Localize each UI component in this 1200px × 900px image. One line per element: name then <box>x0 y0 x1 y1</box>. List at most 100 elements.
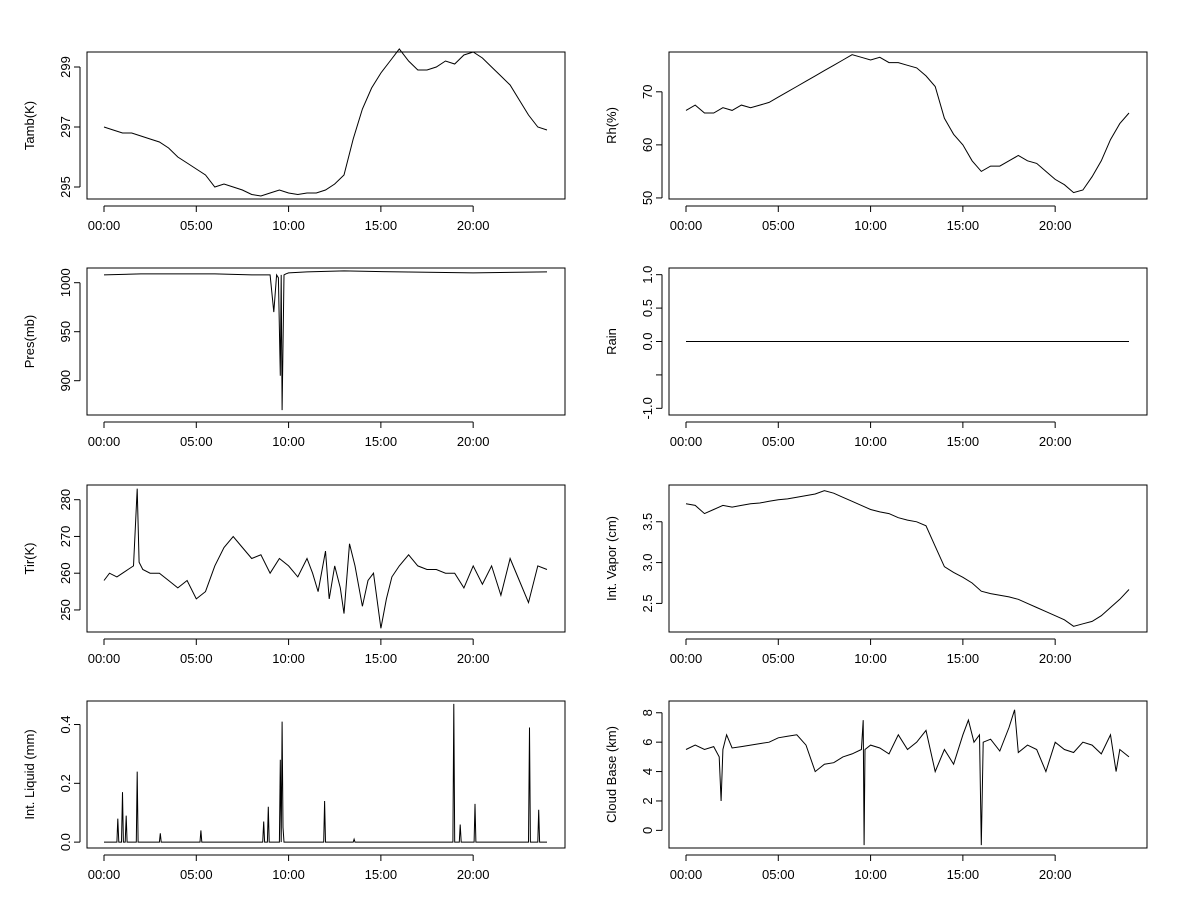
x-tick-label: 05:00 <box>762 651 795 666</box>
y-tick-label: 2.5 <box>640 594 655 612</box>
x-tick-label: 10:00 <box>272 867 305 882</box>
x-tick-label: 10:00 <box>854 218 887 233</box>
y-tick-label: 70 <box>640 85 655 99</box>
x-tick-label: 15:00 <box>947 434 980 449</box>
y-tick-label: 1.0 <box>640 266 655 284</box>
x-tick-label: 20:00 <box>457 651 490 666</box>
y-axis-label: Cloud Base (km) <box>604 726 619 823</box>
y-tick-label: 0.2 <box>58 774 73 792</box>
panel-rh: 00:00 05:00 10:00 15:00 20:00 50 60 70 Rh(%) <box>604 51 1148 233</box>
x-tick-label: 00:00 <box>88 651 121 666</box>
x-tick-label: 00:00 <box>88 867 121 882</box>
plot-frame <box>668 700 1148 849</box>
x-tick-label: 15:00 <box>365 218 398 233</box>
panel-rain: 00:00 05:00 10:00 15:00 20:00 -1.0 0.0 0.5 1.0 Ra… <box>604 266 1148 449</box>
y-tick-label: 299 <box>58 56 73 78</box>
plot-frame <box>86 484 566 633</box>
plot-frame <box>668 484 1148 633</box>
pres-series-line <box>103 270 548 411</box>
y-tick-label: 250 <box>58 599 73 621</box>
x-tick-label: 15:00 <box>947 867 980 882</box>
y-tick-label: 280 <box>58 489 73 511</box>
plot-frame <box>668 51 1148 200</box>
y-tick-label: 2 <box>640 797 655 804</box>
y-tick-label: 3.5 <box>640 513 655 531</box>
y-tick-label: 0.0 <box>58 833 73 851</box>
x-tick-label: 20:00 <box>1039 218 1072 233</box>
x-tick-label: 15:00 <box>365 651 398 666</box>
x-tick-label: 00:00 <box>88 434 121 449</box>
y-tick-label: 295 <box>58 176 73 198</box>
x-tick-label: 05:00 <box>180 218 213 233</box>
plot-frame <box>86 700 566 849</box>
y-tick-label: 3.0 <box>640 554 655 572</box>
y-axis-label: Pres(mb) <box>22 315 37 368</box>
x-tick-label: 00:00 <box>670 867 703 882</box>
x-tick-label: 00:00 <box>670 218 703 233</box>
rh-series-line <box>685 54 1130 194</box>
panel-liquid: 00:00 05:00 10:00 15:00 20:00 0.0 0.2 0.4 Int. L… <box>22 700 566 882</box>
x-tick-label: 10:00 <box>272 651 305 666</box>
cloudbase-series-line <box>685 709 1130 846</box>
x-tick-label: 05:00 <box>762 867 795 882</box>
y-axis-label: Tir(K) <box>22 542 37 574</box>
panel-tir: 00:00 05:00 10:00 15:00 20:00 250 260 270 280 Tir… <box>22 484 566 666</box>
y-tick-label: -1.0 <box>640 397 655 419</box>
y-axis-label: Int. Liquid (mm) <box>22 729 37 819</box>
x-tick-label: 20:00 <box>1039 434 1072 449</box>
panel-pres: 00:00 05:00 10:00 15:00 20:00 900 950 1000 Pres(… <box>22 267 566 449</box>
y-axis-label: Int. Vapor (cm) <box>604 516 619 601</box>
y-tick-label: 0.4 <box>58 715 73 733</box>
liquid-series-line <box>104 703 547 843</box>
x-tick-label: 20:00 <box>1039 867 1072 882</box>
x-tick-label: 20:00 <box>457 867 490 882</box>
x-tick-label: 15:00 <box>365 434 398 449</box>
x-tick-label: 00:00 <box>88 218 121 233</box>
x-tick-label: 10:00 <box>272 218 305 233</box>
x-tick-label: 20:00 <box>457 434 490 449</box>
y-tick-label: 6 <box>640 739 655 746</box>
panel-vapor: 00:00 05:00 10:00 15:00 20:00 2.5 3.0 3.5 Int. V… <box>604 484 1148 666</box>
x-tick-label: 20:00 <box>457 218 490 233</box>
x-tick-label: 05:00 <box>762 218 795 233</box>
y-axis-label: Rh(%) <box>604 107 619 144</box>
y-tick-label: 1000 <box>58 268 73 297</box>
y-tick-label: 950 <box>58 321 73 343</box>
x-tick-label: 05:00 <box>180 434 213 449</box>
plot-frame <box>668 267 1148 416</box>
x-tick-label: 20:00 <box>1039 651 1072 666</box>
panel-tamb: 00:00 05:00 10:00 15:00 20:00 295 297 299 Tamb(K… <box>22 48 566 233</box>
y-tick-label: 297 <box>58 116 73 138</box>
x-tick-label: 05:00 <box>180 651 213 666</box>
x-tick-label: 00:00 <box>670 434 703 449</box>
x-tick-label: 15:00 <box>947 218 980 233</box>
y-tick-label: 260 <box>58 562 73 584</box>
x-tick-label: 00:00 <box>670 651 703 666</box>
panel-cloudbase: 00:00 05:00 10:00 15:00 20:00 0 2 4 6 8 Cloud Base… <box>604 700 1148 882</box>
x-tick-label: 05:00 <box>180 867 213 882</box>
x-tick-label: 10:00 <box>854 434 887 449</box>
y-tick-label: 270 <box>58 526 73 548</box>
x-tick-label: 15:00 <box>947 651 980 666</box>
x-tick-label: 05:00 <box>762 434 795 449</box>
x-tick-label: 10:00 <box>854 867 887 882</box>
y-tick-label: 50 <box>640 191 655 205</box>
x-tick-label: 10:00 <box>272 434 305 449</box>
y-tick-label: 0 <box>640 827 655 834</box>
y-axis-label: Tamb(K) <box>22 101 37 150</box>
x-tick-label: 15:00 <box>365 867 398 882</box>
vapor-series-line <box>685 490 1130 627</box>
tamb-series-line <box>103 48 548 197</box>
plot-frame <box>86 51 566 200</box>
y-tick-label: 0.5 <box>640 299 655 317</box>
tir-series-line <box>103 488 548 629</box>
y-tick-label: 60 <box>640 138 655 152</box>
x-tick-label: 10:00 <box>854 651 887 666</box>
y-tick-label: 0.0 <box>640 332 655 350</box>
y-tick-label: 4 <box>640 768 655 775</box>
y-tick-label: 900 <box>58 370 73 392</box>
plot-frame <box>86 267 566 416</box>
y-tick-label: 8 <box>640 709 655 716</box>
y-axis-label: Rain <box>604 328 619 355</box>
